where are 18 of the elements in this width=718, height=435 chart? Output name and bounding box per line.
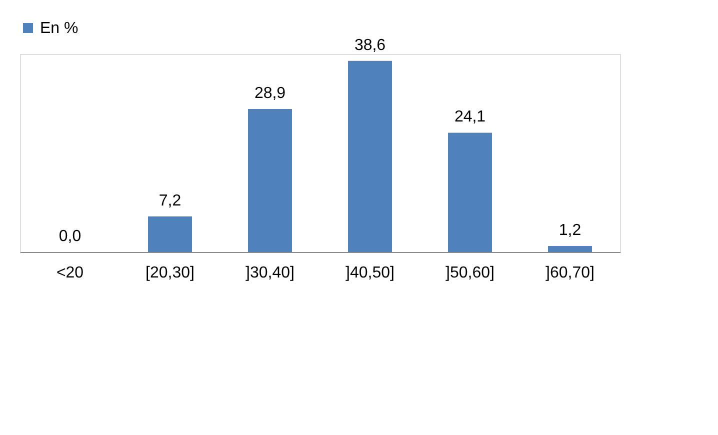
x-tick-label: [20,30] <box>146 264 194 282</box>
x-tick-label: ]40,50] <box>346 264 394 282</box>
bar <box>448 132 492 252</box>
data-label: 28,9 <box>254 84 286 102</box>
bar <box>548 246 592 252</box>
x-tick-label: ]50,60] <box>446 264 494 282</box>
data-label: 24,1 <box>454 108 486 126</box>
bar <box>348 60 392 252</box>
data-label: 0,0 <box>58 228 82 245</box>
x-tick-label: <20 <box>56 264 84 282</box>
bar <box>148 216 192 252</box>
x-tick-label: ]60,70] <box>546 264 594 282</box>
data-label: 38,6 <box>354 36 386 54</box>
bar <box>248 108 292 252</box>
legend-label: En % <box>40 20 78 37</box>
x-tick-label: ]30,40] <box>246 264 294 282</box>
data-label: 1,2 <box>558 222 582 240</box>
data-label: 7,2 <box>158 192 182 210</box>
